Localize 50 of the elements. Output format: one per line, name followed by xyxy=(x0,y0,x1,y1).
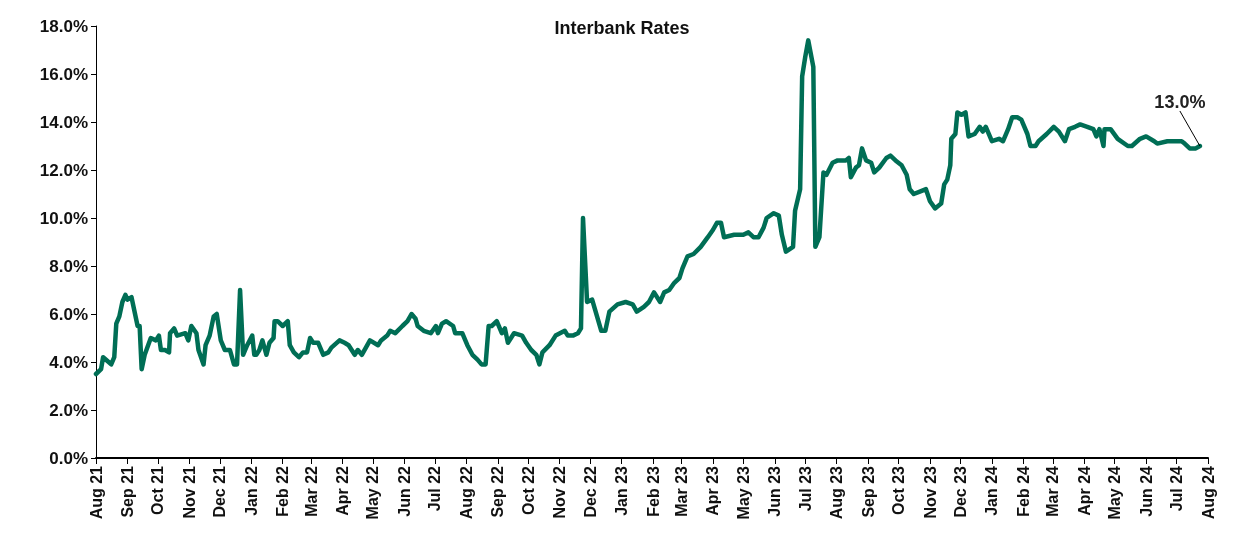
line-series xyxy=(93,38,1203,377)
y-tick-label: 0.0% xyxy=(49,448,88,468)
x-tick-label: Oct 23 xyxy=(890,465,908,515)
y-tick-label: 8.0% xyxy=(49,256,88,276)
x-tick-label: May 24 xyxy=(1106,465,1124,520)
x-tick-label: Jan 24 xyxy=(983,465,1001,516)
y-tick-label: 10.0% xyxy=(39,208,88,228)
x-tick-label: Apr 22 xyxy=(334,465,352,516)
x-tick-label: Feb 22 xyxy=(274,465,292,517)
x-tick-label: Nov 22 xyxy=(551,465,569,519)
x-tick-label: Jun 23 xyxy=(766,465,784,517)
x-tick-label: Nov 21 xyxy=(180,465,198,519)
x-tick-label: Sep 23 xyxy=(859,465,877,518)
x-tick-label: Jan 23 xyxy=(613,465,631,516)
x-tick-label: May 23 xyxy=(734,465,752,520)
x-tick-label: Jul 23 xyxy=(796,465,814,512)
x-tick-label: Dec 21 xyxy=(211,465,229,518)
x-tick-label: Feb 24 xyxy=(1014,465,1032,517)
x-tick-label: Aug 24 xyxy=(1199,465,1217,520)
x-tick-label: Jul 24 xyxy=(1168,465,1186,512)
x-tick-label: Jul 22 xyxy=(426,465,444,512)
x-tick-label: Jun 22 xyxy=(395,465,413,517)
y-tick-label: 2.0% xyxy=(49,400,88,420)
x-tick-label: Aug 22 xyxy=(457,465,475,520)
x-tick-label: Mar 23 xyxy=(672,465,690,517)
x-tick-label: Sep 22 xyxy=(489,465,507,518)
x-tick-label: Aug 23 xyxy=(828,465,846,520)
y-tick-label: 14.0% xyxy=(39,112,88,132)
x-tick-label: May 22 xyxy=(364,465,382,520)
x-tick-label: Oct 21 xyxy=(149,465,167,515)
x-tick-label: Mar 22 xyxy=(302,465,320,517)
x-tick-label: Jun 24 xyxy=(1137,465,1155,517)
y-tick-label: 18.0% xyxy=(39,16,88,36)
y-tick-label: 12.0% xyxy=(39,160,88,180)
y-tick-label: 6.0% xyxy=(49,304,88,324)
x-tick-label: Jan 22 xyxy=(242,465,260,516)
x-tick-label: Nov 23 xyxy=(921,465,939,519)
x-tick-label: Aug 21 xyxy=(87,465,105,520)
y-tick-label: 16.0% xyxy=(39,64,88,84)
x-tick-label: Oct 22 xyxy=(519,465,537,515)
x-tick-label: Mar 24 xyxy=(1044,465,1062,517)
chart-title: Interbank Rates xyxy=(554,18,690,38)
annotation: 13.0% xyxy=(1154,92,1206,112)
x-tick-label: Sep 21 xyxy=(118,465,136,518)
x-tick-label: Dec 22 xyxy=(581,465,599,518)
y-tick-label: 4.0% xyxy=(49,352,88,372)
x-tick-label: Dec 23 xyxy=(951,465,969,518)
x-tick-label: Apr 23 xyxy=(704,465,722,516)
x-tick-label: Feb 23 xyxy=(644,465,662,517)
x-tick-label: Apr 24 xyxy=(1075,465,1093,516)
